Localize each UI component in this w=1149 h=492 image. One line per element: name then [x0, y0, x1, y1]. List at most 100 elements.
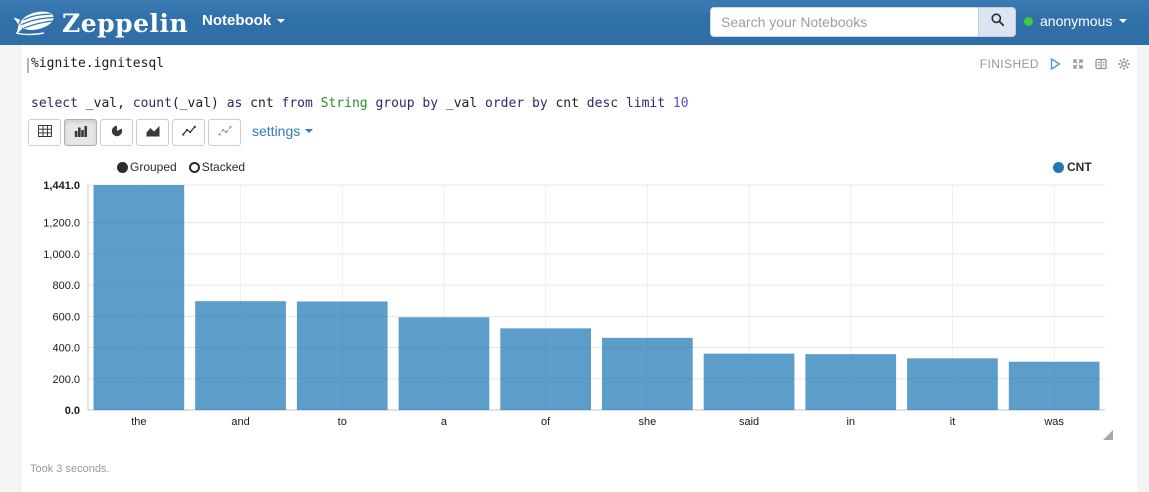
user-menu[interactable]: anonymous: [1024, 13, 1128, 29]
chart-type-line-button[interactable]: [172, 119, 205, 146]
legend-dot-icon: [1053, 161, 1064, 173]
bar-said[interactable]: [703, 353, 795, 410]
user-status-icon: [1024, 16, 1033, 26]
notebook-menu[interactable]: Notebook: [202, 12, 286, 29]
sql-token: select: [31, 96, 78, 111]
sql-token: _val: [438, 96, 486, 111]
y-tick-label: 800.0: [52, 280, 80, 292]
chart-mode-stacked[interactable]: Stacked: [188, 160, 246, 174]
chart-mode-controls: Grouped Stacked: [117, 160, 245, 174]
sql-token: from: [281, 96, 313, 111]
resize-handle-icon[interactable]: [1103, 430, 1113, 440]
search-input[interactable]: [710, 7, 978, 37]
y-tick-label: 400.0: [52, 343, 80, 355]
sql-token: _val,: [77, 96, 133, 111]
legend-label: CNT: [1067, 160, 1092, 174]
x-category-label: was: [1043, 416, 1064, 428]
bar-was[interactable]: [1008, 361, 1100, 410]
user-name: anonymous: [1040, 13, 1113, 29]
sql-query[interactable]: select _val, count(_val) as cnt from Str…: [31, 96, 689, 111]
x-category-label: in: [846, 416, 855, 428]
gear-icon[interactable]: [1117, 57, 1131, 71]
bar-of[interactable]: [500, 328, 591, 410]
brand[interactable]: Zeppelin: [13, 5, 189, 42]
sql-token: by: [422, 96, 439, 111]
chart-settings-link[interactable]: settings: [252, 123, 314, 139]
line-chart-icon: [181, 124, 196, 142]
x-category-label: to: [338, 416, 347, 428]
x-category-label: a: [441, 416, 448, 428]
y-tick-label: 0.0: [65, 405, 80, 417]
sql-token: [665, 96, 673, 111]
y-tick-label: 600.0: [52, 311, 80, 323]
sql-token: count: [132, 96, 172, 111]
top-navbar: Zeppelin Notebook anonymous: [0, 0, 1149, 45]
chevron-down-icon: [1119, 19, 1128, 23]
bar-she[interactable]: [602, 337, 693, 410]
bar-and[interactable]: [195, 301, 286, 410]
sql-token: by: [532, 96, 548, 111]
x-category-label: said: [739, 416, 759, 428]
brand-title: Zeppelin: [62, 9, 189, 38]
execution-time: Took 3 seconds.: [30, 463, 110, 475]
x-category-label: and: [231, 416, 249, 428]
interpreter-directive[interactable]: %ignite.ignitesql: [31, 56, 165, 71]
bar-chart-icon: [74, 124, 88, 142]
x-category-label: of: [541, 416, 551, 428]
legend-item-cnt[interactable]: CNT: [1053, 160, 1092, 174]
chart-type-pie-button[interactable]: [100, 119, 133, 146]
sql-token: cnt: [242, 96, 282, 111]
sql-token: [524, 96, 532, 111]
sql-token: [313, 96, 321, 111]
play-icon[interactable]: [1048, 57, 1062, 71]
bar-the[interactable]: [93, 185, 185, 410]
sql-token: limit: [625, 96, 666, 111]
sql-token: group: [375, 96, 415, 111]
scatter-chart-icon: [217, 124, 232, 142]
sql-token: (_val): [171, 96, 227, 111]
notebook-search: [710, 7, 1016, 37]
resize-icon[interactable]: [1071, 57, 1085, 71]
paragraph-controls: FINISHED: [980, 57, 1131, 71]
chevron-down-icon: [277, 18, 286, 23]
sql-token: order: [485, 96, 525, 111]
chart-mode-grouped[interactable]: Grouped: [117, 160, 177, 174]
bar-in[interactable]: [805, 354, 897, 410]
status-badge: FINISHED: [979, 57, 1039, 71]
chart-type-bar-button[interactable]: [64, 119, 97, 146]
chart-type-table-button[interactable]: [28, 119, 61, 146]
y-tick-label: 1,200.0: [43, 218, 80, 230]
y-tick-label: 1,000.0: [43, 249, 80, 261]
x-category-label: she: [638, 416, 656, 428]
radio-selected-icon: [117, 161, 128, 173]
search-button[interactable]: [978, 7, 1016, 37]
notebook-menu-label: Notebook: [202, 12, 272, 29]
y-tick-label: 200.0: [52, 374, 80, 386]
search-icon: [990, 12, 1005, 32]
bar-chart: 0.0 200.0 400.0 600.0 800.0 1,000.0 1,200.0 1,4…: [43, 180, 1105, 428]
bar-a[interactable]: [398, 317, 490, 410]
editor-cursor: [27, 58, 29, 73]
bar-it[interactable]: [907, 358, 998, 410]
sql-token: 10: [672, 96, 689, 111]
chevron-down-icon: [305, 129, 314, 133]
zeppelin-blimp-icon: [13, 5, 58, 42]
x-category-label: it: [950, 416, 956, 428]
table-chart-icon: [37, 124, 52, 142]
sql-token: [618, 96, 626, 111]
sql-token: desc: [586, 96, 619, 111]
chart-mode-label: Stacked: [201, 160, 246, 174]
book-icon[interactable]: [1094, 57, 1108, 71]
pie-chart-icon: [110, 124, 124, 142]
bar-to[interactable]: [296, 301, 388, 410]
radio-unselected-icon: [188, 161, 200, 173]
sql-token: as: [226, 96, 243, 111]
chart-settings-label: settings: [252, 123, 301, 139]
sql-token: String: [320, 96, 368, 111]
chart-type-area-button[interactable]: [136, 119, 169, 146]
chart-type-scatter-button[interactable]: [208, 119, 241, 146]
chart-type-toolbar: [28, 119, 241, 146]
sql-token: cnt: [547, 96, 587, 111]
y-tick-label: 1,441.0: [43, 180, 80, 192]
